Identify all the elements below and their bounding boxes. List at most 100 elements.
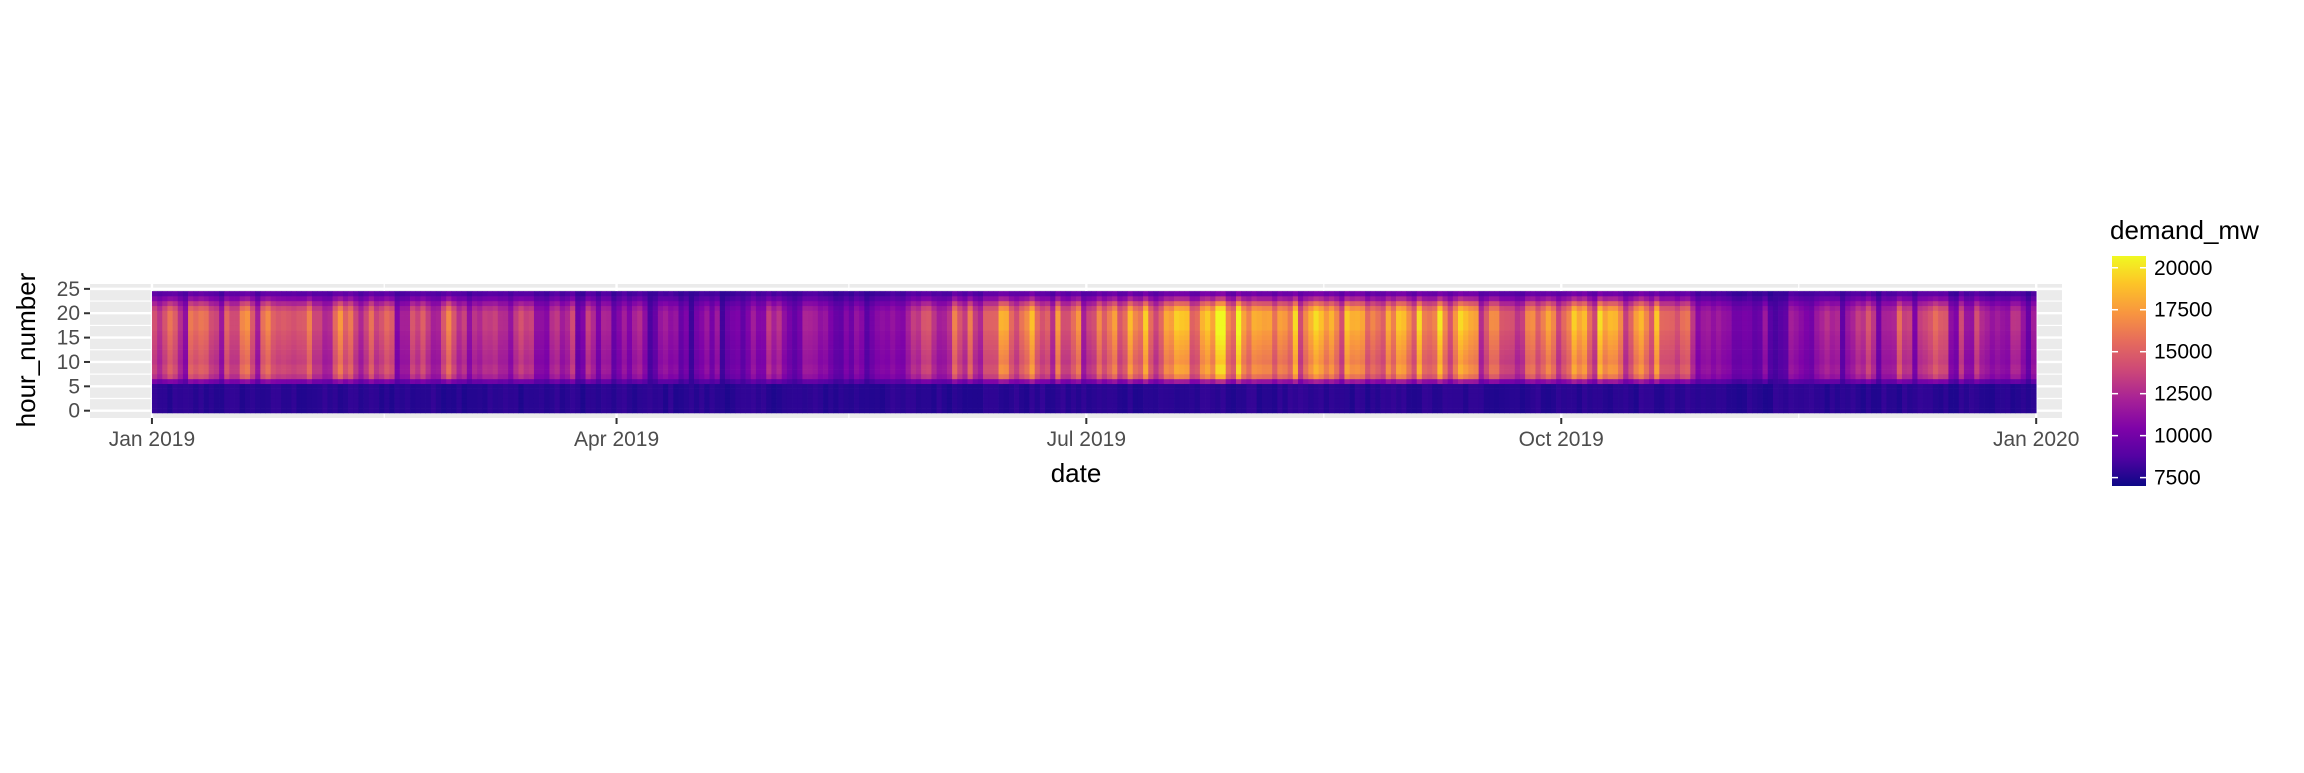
heatmap-tile <box>833 369 839 374</box>
heatmap-tile <box>524 330 530 335</box>
heatmap-tile <box>1117 408 1123 413</box>
heatmap-tile <box>926 311 932 316</box>
heatmap-tile <box>209 340 215 345</box>
heatmap-tile <box>245 403 251 408</box>
heatmap-tile <box>162 320 168 325</box>
heatmap-tile <box>952 374 958 379</box>
heatmap-tile <box>167 340 173 345</box>
heatmap-tile <box>291 301 297 306</box>
heatmap-tile <box>1019 350 1025 355</box>
heatmap-tile <box>968 350 974 355</box>
heatmap-tile <box>751 311 757 316</box>
heatmap-tile <box>472 306 478 311</box>
heatmap-tile <box>229 393 235 398</box>
heatmap-tile <box>611 398 617 403</box>
heatmap-tile <box>364 379 370 384</box>
heatmap-tile <box>534 355 540 360</box>
heatmap-tile <box>348 389 354 394</box>
heatmap-tile <box>952 301 958 306</box>
heatmap-tile <box>322 369 328 374</box>
heatmap-tile <box>374 320 380 325</box>
heatmap-tile <box>358 301 364 306</box>
heatmap-tile <box>503 320 509 325</box>
heatmap-tile <box>988 359 994 364</box>
heatmap-tile <box>601 345 607 350</box>
heatmap-tile <box>178 311 184 316</box>
heatmap-tile <box>524 359 530 364</box>
heatmap-tile <box>1174 403 1180 408</box>
heatmap-tile <box>204 335 210 340</box>
heatmap-tile <box>467 291 473 296</box>
heatmap-tile <box>802 335 808 340</box>
heatmap-tile <box>740 350 746 355</box>
heatmap-tile <box>560 340 566 345</box>
heatmap-tile <box>926 403 932 408</box>
heatmap-tile <box>818 320 824 325</box>
heatmap-tile <box>436 389 442 394</box>
heatmap-tile <box>374 296 380 301</box>
heatmap-tile <box>931 345 937 350</box>
heatmap-tile <box>255 355 261 360</box>
heatmap-tile <box>338 320 344 325</box>
heatmap-tile <box>735 345 741 350</box>
heatmap-tile <box>173 398 179 403</box>
heatmap-tile <box>369 359 375 364</box>
heatmap-tile <box>854 350 860 355</box>
heatmap-tile <box>1019 306 1025 311</box>
heatmap-tile <box>962 379 968 384</box>
heatmap-tile <box>441 379 447 384</box>
heatmap-tile <box>565 296 571 301</box>
heatmap-tile <box>720 369 726 374</box>
heatmap-tile <box>1159 408 1165 413</box>
heatmap-tile <box>240 320 246 325</box>
heatmap-tile <box>327 408 333 413</box>
heatmap-tile <box>472 320 478 325</box>
heatmap-tile <box>937 291 943 296</box>
heatmap-tile <box>586 311 592 316</box>
heatmap-tile <box>493 320 499 325</box>
heatmap-tile <box>1122 364 1128 369</box>
heatmap-tile <box>622 364 628 369</box>
heatmap-tile <box>1133 369 1139 374</box>
heatmap-tile <box>1024 379 1030 384</box>
heatmap-tile <box>379 408 385 413</box>
heatmap-tile <box>498 306 504 311</box>
heatmap-tile <box>864 345 870 350</box>
heatmap-tile <box>766 296 772 301</box>
heatmap-tile <box>498 350 504 355</box>
heatmap-tile <box>1097 316 1103 321</box>
heatmap-tile <box>968 291 974 296</box>
heatmap-tile <box>942 408 948 413</box>
heatmap-tile <box>389 379 395 384</box>
heatmap-tile <box>518 306 524 311</box>
heatmap-tile <box>1040 311 1046 316</box>
heatmap-tile <box>1045 335 1051 340</box>
heatmap-tile <box>952 316 958 321</box>
heatmap-tile <box>1081 408 1087 413</box>
heatmap-tile <box>235 306 241 311</box>
heatmap-tile <box>235 403 241 408</box>
heatmap-tile <box>746 296 752 301</box>
heatmap-tile <box>823 369 829 374</box>
heatmap-tile <box>818 316 824 321</box>
heatmap-tile <box>885 311 891 316</box>
heatmap-tile <box>694 408 700 413</box>
heatmap-tile <box>570 311 576 316</box>
heatmap-tile <box>663 398 669 403</box>
heatmap-tile <box>746 369 752 374</box>
heatmap-tile <box>1122 369 1128 374</box>
heatmap-tile <box>632 359 638 364</box>
heatmap-tile <box>482 369 488 374</box>
heatmap-tile <box>766 320 772 325</box>
heatmap-tile <box>1117 403 1123 408</box>
heatmap-tile <box>291 374 297 379</box>
heatmap-tile <box>1138 330 1144 335</box>
heatmap-tile <box>1086 374 1092 379</box>
heatmap-tile <box>787 335 793 340</box>
heatmap-tile <box>1040 389 1046 394</box>
heatmap-tile <box>1009 374 1015 379</box>
heatmap-tile <box>1086 393 1092 398</box>
heatmap-tile <box>1030 330 1036 335</box>
heatmap-tile <box>637 296 643 301</box>
heatmap-tile <box>735 335 741 340</box>
